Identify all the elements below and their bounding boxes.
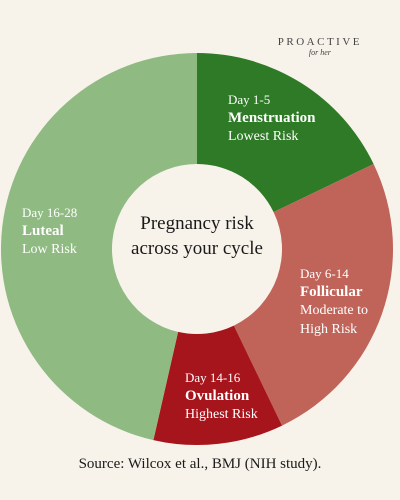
donut-slice (197, 53, 374, 213)
phase-name: Ovulation (185, 387, 250, 404)
day-range: Day 16-28 (22, 205, 78, 220)
slice-label: Day 6-14 Follicular Moderate to High Risk (300, 266, 384, 339)
slice-label: Day 16-28 Luteal Low Risk (22, 205, 77, 260)
donut-slice (1, 53, 197, 441)
source: Source: Wilcox et al., BMJ (NIH study). (78, 456, 322, 472)
center-title: Pregnancy risk across your cycle (131, 213, 263, 259)
day-range: Day 1-5 (228, 92, 271, 107)
risk-level: Lowest Risk (228, 129, 299, 145)
phase-name: Follicular (300, 283, 363, 300)
slice-label: Day 1-5 Menstruation Lowest Risk (228, 92, 316, 147)
risk-level: Moderate to High Risk (300, 303, 369, 337)
brand-name: PROACTIVE (277, 36, 362, 48)
brand-tagline: for her (308, 48, 331, 57)
day-range: Day 14-16 (185, 370, 241, 385)
risk-level: Highest Risk (185, 407, 258, 423)
day-range: Day 6-14 (300, 266, 349, 281)
phase-name: Luteal (22, 222, 64, 239)
slice-label: Day 14-16 Ovulation Highest Risk (185, 370, 258, 425)
phase-name: Menstruation (228, 109, 316, 126)
donut-slice (153, 325, 283, 445)
risk-level: Low Risk (22, 242, 77, 258)
brand: PROACTIVE for her (278, 36, 362, 57)
donut-slice (233, 163, 393, 426)
